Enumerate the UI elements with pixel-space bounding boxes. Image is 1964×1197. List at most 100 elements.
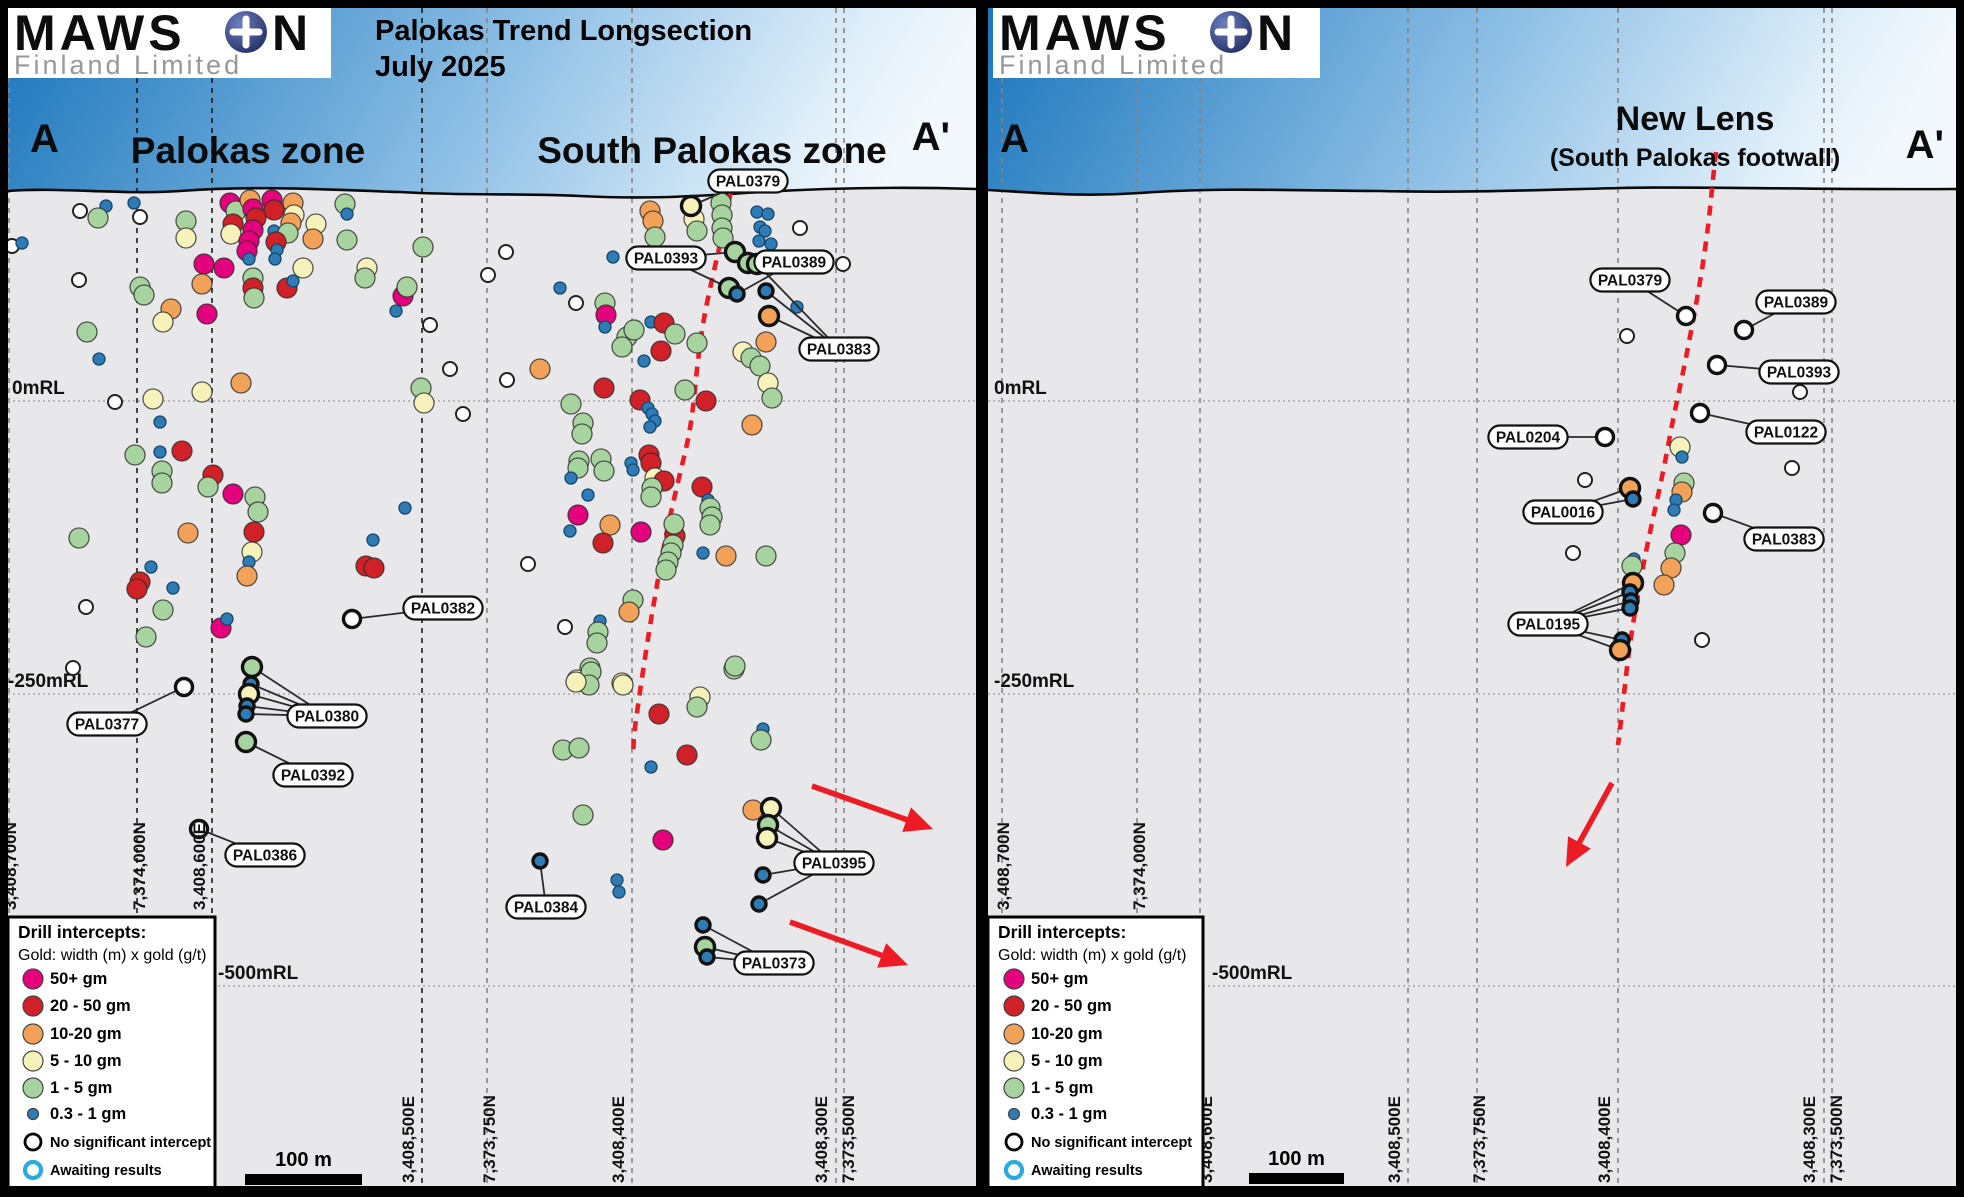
drill-intercept-dot xyxy=(243,521,265,543)
drill-hole-label-text: PAL0389 xyxy=(1764,295,1829,312)
labeled-drill-dot xyxy=(1733,319,1755,341)
drill-hole-label-text: PAL0395 xyxy=(802,856,867,873)
drill-intercept-dot xyxy=(247,501,269,523)
drill-intercept-dot xyxy=(563,524,577,538)
grid-coordinate-label: 7,374,000N xyxy=(130,822,149,910)
drill-intercept-dot xyxy=(230,372,252,394)
labeled-drill-dot xyxy=(1608,638,1632,662)
legend-item-label: 20 - 50 gm xyxy=(50,997,131,1015)
section-marker: A xyxy=(30,117,59,161)
drill-intercept-dot xyxy=(1565,545,1581,561)
labeled-drill-dot xyxy=(1621,599,1639,617)
drill-intercept-dot xyxy=(135,626,157,648)
logo-background xyxy=(8,8,331,78)
drill-intercept-dot xyxy=(1675,450,1689,464)
legend-item-label: 0.3 - 1 gm xyxy=(1031,1105,1107,1123)
panel-right: 0mRL -250mRL -500mRL PAL0379 PAL0389 PAL0393 P… xyxy=(986,5,1957,1192)
drill-hole-label-text: PAL0380 xyxy=(295,709,359,726)
drill-intercept-dot xyxy=(302,228,324,250)
drill-hole-label-text: PAL0384 xyxy=(514,900,579,917)
drill-hole-label-text: PAL0379 xyxy=(716,174,781,191)
drill-intercept-dot xyxy=(557,619,573,635)
drill-intercept-dot xyxy=(1694,632,1710,648)
figure-title: July 2025 xyxy=(375,51,506,83)
logo-background xyxy=(993,8,1320,78)
legend-item-label: 0.3 - 1 gm xyxy=(50,1105,126,1123)
drill-intercept-dot xyxy=(166,581,180,595)
drill-intercept-dot xyxy=(664,323,686,345)
drill-intercept-dot xyxy=(191,273,213,295)
drill-intercept-dot xyxy=(152,311,174,333)
drill-intercept-dot xyxy=(715,545,737,567)
plunge-arrow-head xyxy=(1566,836,1591,867)
logo-word-n: N xyxy=(272,5,308,61)
drill-intercept-dot xyxy=(529,358,551,380)
drill-hole-label-pill xyxy=(1507,611,1589,637)
drill-hole-label-pill xyxy=(1758,359,1840,385)
drill-hole-label-text: PAL0195 xyxy=(1516,617,1581,634)
labeled-drill-dot xyxy=(757,304,781,328)
drill-intercept-dot xyxy=(663,513,685,535)
grid-coordinate-label: 7,373,750N xyxy=(480,1095,499,1183)
legend-item-label: 10-20 gm xyxy=(50,1025,122,1043)
drill-intercept-dot xyxy=(571,423,593,445)
drill-intercept-dot xyxy=(606,250,620,264)
grid-coordinate-label: 7,373,750N xyxy=(1470,1095,1489,1183)
scale-bar xyxy=(245,1174,362,1185)
labeled-drill-dot xyxy=(173,676,195,698)
drill-intercept-dot xyxy=(644,226,666,248)
labeled-drill-dot xyxy=(694,916,712,934)
drill-hole-label: PAL0379 xyxy=(707,168,789,194)
drill-intercept-dot xyxy=(696,546,710,560)
drill-intercept-dot xyxy=(630,521,652,543)
drill-hole-label-pill xyxy=(798,336,880,362)
grid-coordinate-label: 3,408,700N xyxy=(994,822,1013,910)
drill-intercept-dot xyxy=(790,300,804,314)
legend-title: Drill intercepts: xyxy=(998,922,1126,942)
labeled-drill-dot xyxy=(240,655,264,679)
drill-intercept-dot xyxy=(144,560,158,574)
drill-hole-label: PAL0380 xyxy=(286,703,368,729)
drill-hole-label-text: PAL0393 xyxy=(634,251,699,268)
drill-intercept-dot xyxy=(592,532,614,554)
logo-subtitle: Finland Limited xyxy=(999,50,1227,80)
legend: Drill intercepts: Gold: width (m) x gold … xyxy=(986,915,1205,1192)
drill-intercept-dot xyxy=(87,207,109,229)
legend-item-label: 1 - 5 gm xyxy=(1031,1079,1093,1097)
drill-hole-label: PAL0384 xyxy=(505,894,587,920)
border-left xyxy=(0,0,8,1197)
drill-intercept-dot xyxy=(151,472,173,494)
red-trend-line xyxy=(1615,151,1719,746)
plunge-arrow-shaft xyxy=(789,919,889,961)
mrl-label: 0mRL xyxy=(994,378,1047,399)
drill-intercept-dot xyxy=(835,256,851,272)
logo-globe-cross-icon xyxy=(229,15,263,49)
drill-intercept-dot xyxy=(648,703,670,725)
drill-hole-label: PAL0395 xyxy=(793,850,875,876)
drill-hole-label-pill xyxy=(1487,424,1569,450)
drill-intercept-dot xyxy=(242,252,256,266)
drill-intercept-dot xyxy=(593,377,615,399)
drill-intercept-dot xyxy=(655,559,677,581)
drill-intercept-dot xyxy=(268,252,282,266)
legend-subtitle: Gold: width (m) x gold (g/t) xyxy=(998,947,1187,964)
drill-hole-label: PAL0389 xyxy=(1755,289,1837,315)
mrl-label: -250mRL xyxy=(994,671,1075,692)
drill-intercept-dot xyxy=(637,354,651,368)
drill-intercept-dot xyxy=(761,387,783,409)
drill-hole-label: PAL0392 xyxy=(272,762,354,788)
drill-intercept-dot xyxy=(612,674,634,696)
drill-hole-label-pill xyxy=(707,168,789,194)
drill-hole-label-text: PAL0383 xyxy=(1752,532,1817,549)
drill-intercept-dot xyxy=(568,737,590,759)
drill-intercept-dot xyxy=(292,257,314,279)
drill-intercept-dot xyxy=(78,599,94,615)
legend-item-label: No significant intercept xyxy=(1031,1135,1192,1151)
legend-item-label: 50+ gm xyxy=(1031,970,1088,988)
drill-intercept-dot xyxy=(593,460,615,482)
labeled-drill-dot xyxy=(1689,402,1711,424)
legend-swatch xyxy=(1007,1107,1021,1121)
scale-bar xyxy=(1249,1173,1344,1184)
